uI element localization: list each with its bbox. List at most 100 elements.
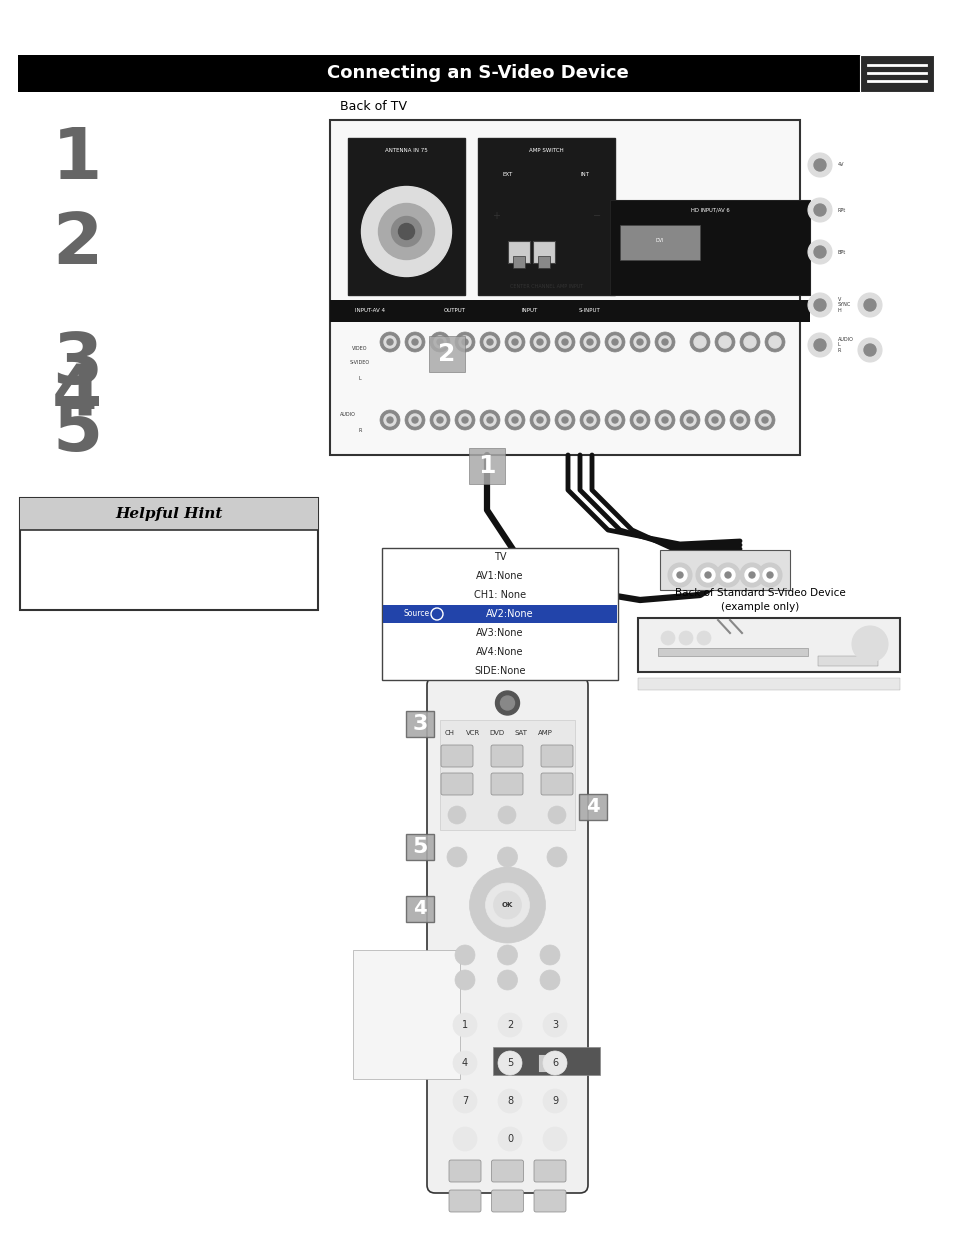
Circle shape <box>629 332 649 352</box>
Circle shape <box>430 332 450 352</box>
Text: ANTENNA IN 75: ANTENNA IN 75 <box>385 147 428 152</box>
Circle shape <box>436 338 442 345</box>
Circle shape <box>530 332 550 352</box>
Circle shape <box>458 336 471 348</box>
Circle shape <box>729 410 749 430</box>
Bar <box>348 138 464 295</box>
Circle shape <box>761 417 767 424</box>
Circle shape <box>608 336 620 348</box>
Circle shape <box>479 410 499 430</box>
Text: AMP SWITCH: AMP SWITCH <box>529 147 563 152</box>
Text: VIDEO: VIDEO <box>352 346 367 351</box>
Circle shape <box>733 414 745 426</box>
Bar <box>493 1047 599 1074</box>
Bar <box>659 550 789 590</box>
Circle shape <box>504 332 524 352</box>
Bar <box>353 950 459 1079</box>
Text: CH: CH <box>444 730 455 736</box>
Circle shape <box>493 890 521 919</box>
Text: 7: 7 <box>461 1095 468 1107</box>
Text: 1: 1 <box>461 1020 468 1030</box>
Text: CH1: None: CH1: None <box>474 590 525 600</box>
Text: +: + <box>492 211 499 221</box>
FancyBboxPatch shape <box>534 1191 565 1212</box>
Text: CENTER CHANNEL AMP INPUT: CENTER CHANNEL AMP INPUT <box>509 284 582 289</box>
Circle shape <box>497 1013 521 1037</box>
Circle shape <box>539 969 559 990</box>
Circle shape <box>672 568 686 582</box>
Bar <box>406 834 434 860</box>
Circle shape <box>379 410 399 430</box>
Text: 0: 0 <box>506 1134 513 1144</box>
Circle shape <box>378 204 434 259</box>
Circle shape <box>586 417 593 424</box>
Circle shape <box>683 414 696 426</box>
Bar <box>537 1053 554 1072</box>
Circle shape <box>497 1089 521 1113</box>
Circle shape <box>686 417 692 424</box>
Circle shape <box>483 336 496 348</box>
Text: 5: 5 <box>412 837 427 857</box>
Circle shape <box>534 414 545 426</box>
Bar <box>638 678 899 690</box>
Circle shape <box>857 338 882 362</box>
Bar <box>578 794 606 820</box>
Circle shape <box>497 1128 521 1151</box>
Text: 1: 1 <box>477 454 496 478</box>
Text: AUDIO
L
R: AUDIO L R <box>837 337 853 353</box>
Circle shape <box>453 1089 476 1113</box>
Bar <box>537 256 550 268</box>
Circle shape <box>497 806 516 824</box>
Circle shape <box>453 1128 476 1151</box>
Bar <box>609 200 809 295</box>
Circle shape <box>659 414 670 426</box>
Text: BPt: BPt <box>837 249 845 254</box>
Bar <box>533 241 555 263</box>
Circle shape <box>714 332 734 352</box>
Circle shape <box>583 336 596 348</box>
Circle shape <box>716 563 740 587</box>
FancyBboxPatch shape <box>491 745 522 767</box>
Text: AMP: AMP <box>537 730 552 736</box>
Circle shape <box>558 336 571 348</box>
Circle shape <box>469 867 545 944</box>
Circle shape <box>495 692 519 715</box>
Circle shape <box>387 338 393 345</box>
Circle shape <box>612 338 618 345</box>
Bar <box>513 256 524 268</box>
Circle shape <box>479 332 499 352</box>
Circle shape <box>677 572 682 578</box>
Circle shape <box>660 631 675 645</box>
Circle shape <box>743 336 755 348</box>
Text: AUDIO: AUDIO <box>339 412 355 417</box>
FancyBboxPatch shape <box>534 1160 565 1182</box>
Bar <box>330 120 800 454</box>
Circle shape <box>762 568 776 582</box>
Circle shape <box>766 572 772 578</box>
Bar <box>439 720 575 830</box>
FancyBboxPatch shape <box>491 1160 523 1182</box>
Circle shape <box>412 417 417 424</box>
Circle shape <box>486 417 493 424</box>
Text: AV3:None: AV3:None <box>476 627 523 637</box>
Circle shape <box>708 414 720 426</box>
Circle shape <box>500 697 514 710</box>
Circle shape <box>561 338 567 345</box>
Text: Back of Standard S-Video Device
(example only): Back of Standard S-Video Device (example… <box>674 588 844 613</box>
Circle shape <box>455 410 475 430</box>
Circle shape <box>693 336 705 348</box>
Circle shape <box>740 332 760 352</box>
Circle shape <box>863 299 875 311</box>
Circle shape <box>387 417 393 424</box>
Text: 3: 3 <box>412 714 427 734</box>
Circle shape <box>512 417 517 424</box>
Circle shape <box>679 631 692 645</box>
Text: 4V: 4V <box>837 163 843 168</box>
Text: AV4:None: AV4:None <box>476 647 523 657</box>
Text: 9: 9 <box>552 1095 558 1107</box>
Circle shape <box>659 336 670 348</box>
Text: HD INPUT/AV 6: HD INPUT/AV 6 <box>690 207 729 212</box>
Text: 8: 8 <box>506 1095 513 1107</box>
Bar <box>658 648 807 656</box>
Circle shape <box>655 332 675 352</box>
